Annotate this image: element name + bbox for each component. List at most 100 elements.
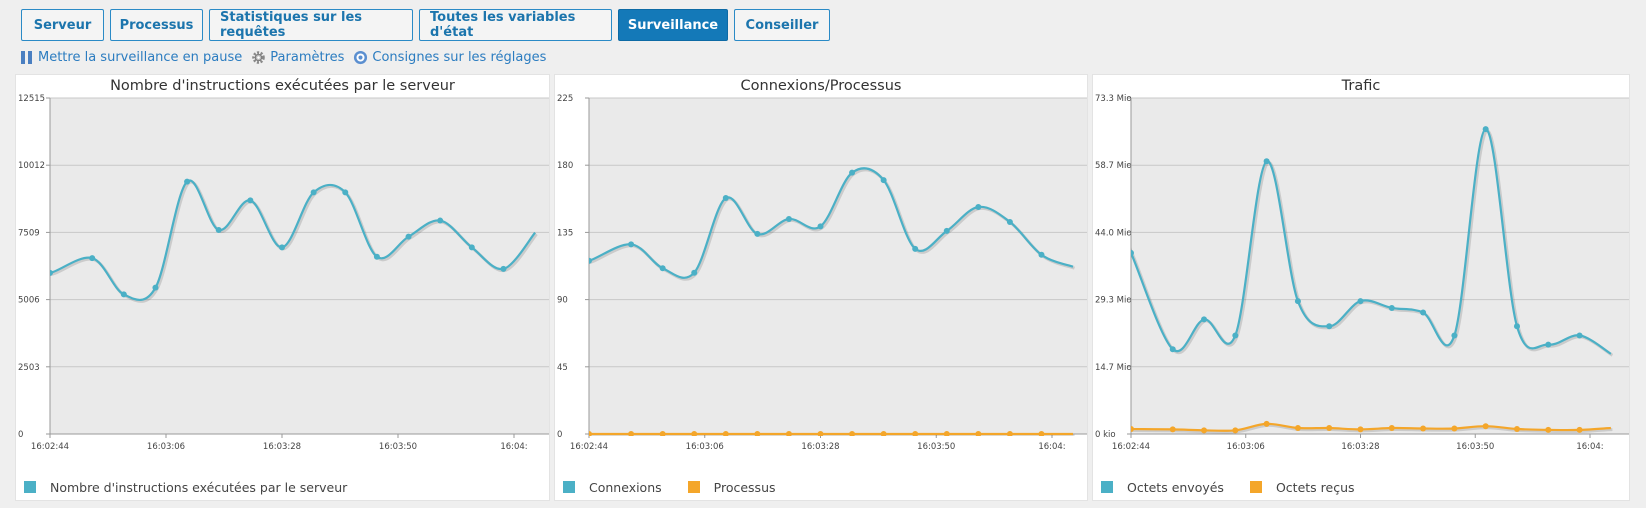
y-tick-label: 225 bbox=[557, 94, 573, 104]
data-point bbox=[849, 169, 856, 176]
data-point bbox=[817, 431, 824, 436]
tab-monitor[interactable]: Surveillance bbox=[618, 9, 728, 41]
x-tick-label: 16:03:06 bbox=[147, 442, 185, 452]
pause-monitor-link[interactable]: Mettre la surveillance en pause bbox=[19, 50, 242, 65]
y-tick-label: 7509 bbox=[18, 228, 40, 238]
series-line bbox=[50, 179, 536, 302]
x-tick-label: 16:03:50 bbox=[917, 442, 955, 452]
data-point bbox=[880, 431, 887, 436]
help-icon bbox=[354, 50, 368, 65]
chart-title: Nombre d'instructions exécutées par le s… bbox=[110, 78, 455, 94]
data-point bbox=[589, 257, 592, 264]
y-tick-label: 29.3 Mio bbox=[1095, 296, 1132, 306]
x-tick-label: 16:04: bbox=[1038, 442, 1065, 452]
tab-all-status-variables[interactable]: Toutes les variables d'état bbox=[419, 9, 612, 41]
data-point bbox=[754, 431, 761, 436]
legend-item: Processus bbox=[687, 480, 776, 495]
pause-icon bbox=[21, 51, 32, 64]
data-point bbox=[1263, 420, 1270, 427]
instructions-label: Consignes sur les réglages bbox=[372, 50, 547, 65]
tab-processes[interactable]: Processus bbox=[110, 9, 203, 41]
x-tick-label: 16:03:06 bbox=[1227, 442, 1265, 452]
x-tick-label: 16:04: bbox=[1576, 442, 1603, 452]
tab-advisor[interactable]: Conseiller bbox=[734, 9, 830, 41]
y-tick-label: 180 bbox=[557, 161, 573, 171]
y-tick-label: 14.7 Mio bbox=[1095, 363, 1132, 373]
data-point bbox=[1482, 126, 1489, 133]
data-point bbox=[468, 244, 475, 251]
data-point bbox=[1576, 426, 1583, 433]
data-point bbox=[1232, 427, 1239, 434]
y-tick-label: 10012 bbox=[18, 161, 45, 171]
legend-item: Octets envoyés bbox=[1101, 480, 1224, 495]
data-point bbox=[628, 241, 635, 248]
data-point bbox=[437, 217, 444, 224]
data-point bbox=[691, 269, 698, 276]
plot-area bbox=[589, 167, 1076, 436]
x-tick-label: 16:03:50 bbox=[379, 442, 417, 452]
tab-server[interactable]: Serveur bbox=[21, 9, 104, 41]
tab-bar: Serveur Processus Statistiques sur les r… bbox=[21, 9, 830, 41]
legend-label: Octets envoyés bbox=[1127, 479, 1224, 495]
data-point bbox=[1038, 431, 1045, 436]
data-point bbox=[785, 215, 792, 222]
data-point bbox=[215, 226, 222, 233]
x-tick-label: 16:04: bbox=[500, 442, 527, 452]
data-point bbox=[722, 195, 729, 202]
x-tick-label: 16:03:28 bbox=[801, 442, 839, 452]
data-point bbox=[1294, 425, 1301, 432]
tab-query-statistics[interactable]: Statistiques sur les requêtes bbox=[209, 9, 413, 41]
data-point bbox=[1006, 218, 1013, 225]
data-point bbox=[373, 253, 380, 260]
y-tick-label: 45 bbox=[557, 363, 568, 373]
instructions-link[interactable]: Consignes sur les réglages bbox=[353, 50, 546, 65]
legend-swatch-blue bbox=[24, 481, 36, 493]
x-tick-label: 16:03:50 bbox=[1456, 442, 1494, 452]
x-tick-label: 16:02:44 bbox=[1112, 442, 1150, 452]
data-point bbox=[1420, 425, 1427, 432]
plot-area bbox=[1131, 126, 1614, 434]
x-tick-label: 16:03:06 bbox=[686, 442, 724, 452]
data-point bbox=[1232, 332, 1239, 339]
data-point bbox=[754, 230, 761, 237]
data-point bbox=[1576, 332, 1583, 339]
data-point bbox=[247, 197, 254, 204]
data-point bbox=[120, 291, 127, 298]
data-point bbox=[1169, 426, 1176, 433]
chart-legend: Octets envoyés Octets reçus bbox=[1093, 474, 1629, 500]
legend-swatch-blue bbox=[1101, 481, 1113, 493]
data-point bbox=[1201, 427, 1208, 434]
y-tick-label: 44.0 Mio bbox=[1095, 228, 1132, 238]
chart-legend: Connexions Processus bbox=[555, 474, 1087, 500]
data-point bbox=[1201, 316, 1208, 323]
data-point bbox=[50, 269, 53, 276]
data-point bbox=[659, 265, 666, 272]
y-tick-label: 0 bbox=[18, 430, 23, 440]
data-point bbox=[1169, 346, 1176, 353]
connections-chart: Connexions/Processus 0 45 90 135 180 225 16:02:… bbox=[557, 78, 1087, 452]
y-tick-label: 2503 bbox=[18, 363, 40, 373]
y-tick-label: 135 bbox=[557, 228, 573, 238]
legend-swatch-blue bbox=[563, 481, 575, 493]
chart-panel-connections: Connexions/Processus 0 45 90 135 180 225 16:02:… bbox=[554, 74, 1088, 501]
y-tick-label: 90 bbox=[557, 296, 568, 306]
y-tick-label: 0 bbox=[557, 430, 562, 440]
legend-swatch-orange bbox=[687, 481, 700, 493]
gear-icon bbox=[252, 51, 266, 64]
data-point bbox=[152, 284, 159, 291]
legend-item: Nombre d'instructions exécutées par le s… bbox=[24, 480, 347, 495]
y-tick-label: 5006 bbox=[18, 296, 40, 306]
questions-chart: Nombre d'instructions exécutées par le s… bbox=[18, 78, 549, 452]
legend-item: Connexions bbox=[563, 480, 662, 495]
data-point bbox=[1326, 425, 1333, 432]
data-point bbox=[89, 255, 96, 262]
settings-link[interactable]: Paramètres bbox=[251, 50, 344, 65]
data-point bbox=[1451, 425, 1458, 432]
data-point bbox=[1388, 425, 1395, 432]
data-point bbox=[1326, 323, 1333, 330]
data-point bbox=[943, 227, 950, 234]
pause-monitor-label: Mettre la surveillance en pause bbox=[38, 50, 243, 65]
x-tick-label: 16:02:44 bbox=[31, 442, 69, 452]
data-point bbox=[405, 233, 412, 240]
plot-area bbox=[50, 178, 538, 303]
